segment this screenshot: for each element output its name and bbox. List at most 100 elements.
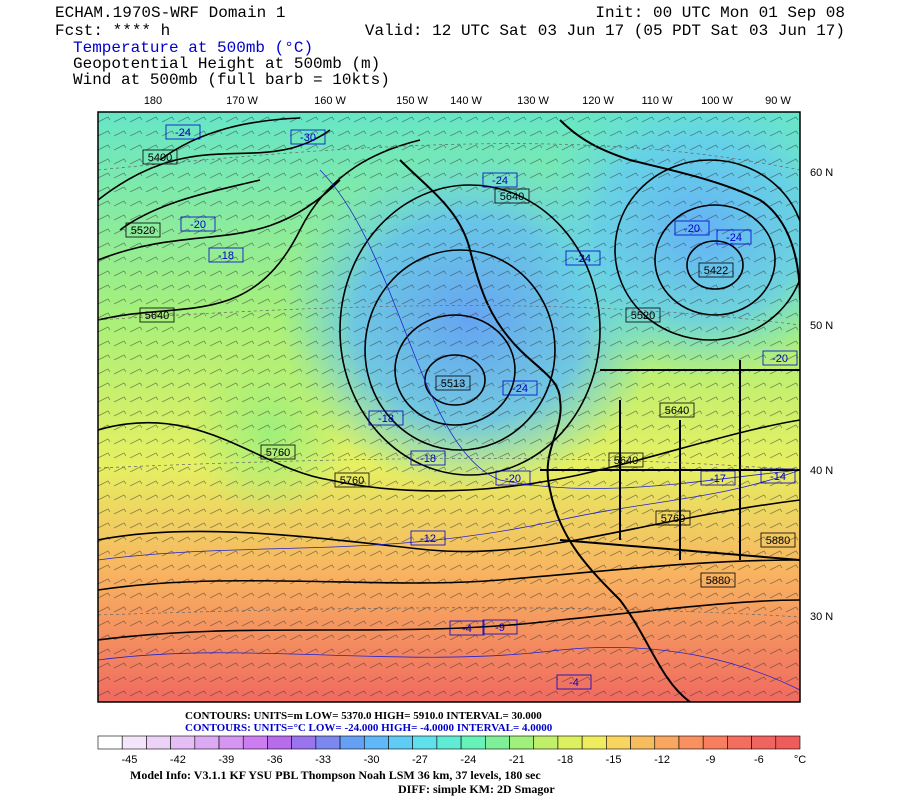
colorbar-box [315,735,341,750]
contour-label: 5513 [435,375,471,391]
label-box [760,468,796,484]
label-box [125,222,161,238]
colorbar-box [775,735,801,750]
contour-label: -4 [449,620,485,636]
label-box [502,380,538,396]
label-box [700,470,736,486]
field-name: Wind at 500mb (full barb = 10kts) [73,71,390,89]
label-text: 5520 [631,310,655,322]
colorbar-box [412,735,438,750]
graticule [98,143,800,618]
label-box [482,172,518,188]
label-text: 5513 [441,378,465,390]
model-info: Model Info: V3.1.1 KF YSU PBL Thompson N… [130,768,541,782]
temperature-contours [98,169,800,691]
label-box [208,247,244,263]
latitude-label: 40 N [810,465,833,477]
contour-label: 5520 [125,222,161,238]
label-text: -24 [575,253,591,265]
colorbar-box [194,735,220,750]
colorbar-tick-label: -18 [557,754,573,766]
coastlines [399,119,800,702]
label-box [410,530,446,546]
contour-label: -18 [368,410,404,426]
contour-label: -9 [482,619,518,635]
label-text: 5640 [614,455,638,467]
colorbar-unit: °C [794,754,806,766]
colorbar-box [654,735,680,750]
contour-label: -17 [700,470,736,486]
contour-label: 5400 [142,149,178,165]
longitude-label: 180 [144,95,162,107]
contour-label: -14 [760,468,796,484]
label-text: -18 [378,413,394,425]
colorbar-tick-label: -21 [509,754,525,766]
label-box [565,250,601,266]
init-time: Init: 00 UTC Mon 01 Sep 08 [595,4,845,22]
field-name: Temperature at 500mb (°C) [73,39,313,57]
label-box [260,444,296,460]
colorbar-box [97,735,123,750]
label-box [290,129,326,145]
contour-label: 5422 [698,262,734,278]
contour-label: -20 [495,470,531,486]
label-text: 5400 [148,152,172,164]
contour-label: 5880 [700,572,736,588]
colorbar-tick-label: -30 [364,754,380,766]
label-text: -24 [726,232,742,244]
colorbar-tick-label: -39 [218,754,234,766]
contour-label: 5880 [760,532,796,548]
header: ECHAM.1970S-WRF Domain 1 Init: 00 UTC Mon… [55,4,845,89]
colorbar-box [751,735,777,750]
label-text: 5760 [266,447,290,459]
colorbar-tick-label: -42 [170,754,186,766]
label-text: -20 [772,353,788,365]
longitude-label: 120 W [582,95,614,107]
label-box [698,262,734,278]
label-box [368,410,404,426]
label-text: 5640 [145,310,169,322]
contour-label: -18 [410,450,446,466]
label-box [494,188,530,204]
height-contour-info: CONTOURS: UNITS=m LOW= 5370.0 HIGH= 5910… [185,710,542,722]
label-box [674,220,710,236]
label-text: -24 [512,383,528,395]
longitude-label: 170 W [226,95,258,107]
colorbar-box [678,735,704,750]
contour-label: -30 [290,129,326,145]
contour-label: -20 [762,350,798,366]
contour-label: -4 [556,674,592,690]
map-frame [97,111,801,703]
label-text: -20 [505,473,521,485]
colorbar-box [606,735,631,750]
latitude-label: 60 N [810,167,833,179]
map-axes: 180 170 W 160 W 150 W 140 W 130 W 120 W 110 W 10… [144,95,833,623]
label-text: 5760 [661,513,685,525]
label-text: -9 [495,622,505,634]
colorbar-tick-label: -36 [267,754,283,766]
label-box [655,510,691,526]
label-box [139,307,175,323]
contour-label: 5760 [655,510,691,526]
colorbar-box [146,735,171,750]
colorbar-tick-label: -33 [315,754,331,766]
contour-label: -24 [565,250,601,266]
colorbar-box [170,735,196,750]
contour-label: -24 [502,380,538,396]
label-box [334,472,370,488]
label-text: 5520 [131,225,155,237]
longitude-label: 90 W [765,95,791,107]
contour-labels: 5400 5520 5640 5760 5760 5513 5640 5520 5422 5640… [125,124,798,690]
colorbar-box [436,735,462,750]
label-text: -18 [218,250,234,262]
label-text: 5760 [340,475,364,487]
label-box [165,124,201,140]
label-text: 5880 [706,575,730,587]
label-box [435,375,471,391]
longitude-label: 160 W [314,95,346,107]
colorbar-box [218,735,244,750]
forecast-hour: Fcst: **** h [55,22,170,40]
contour-label: 5640 [659,402,695,418]
colorbar-box [267,735,292,750]
